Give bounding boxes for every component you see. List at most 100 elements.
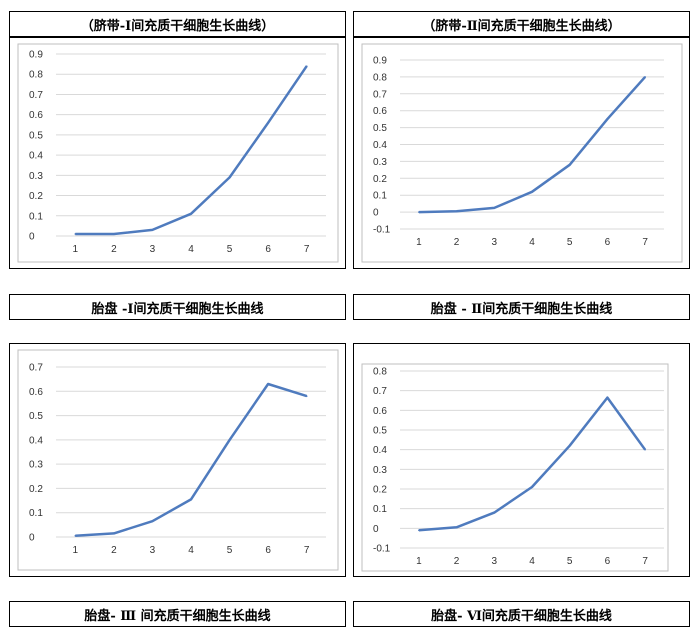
y-tick-label: 0.7 — [373, 386, 387, 397]
chart-placenta-3-plot: 0 0.1 0.2 0.3 0.4 0.5 0.6 0.7 1 2 3 4 5 6 7 — [17, 349, 339, 571]
y-tick-label: 0.4 — [29, 435, 43, 446]
data-point — [305, 65, 308, 67]
data-point — [493, 207, 496, 209]
x-tick-label: 3 — [150, 244, 156, 255]
data-point — [228, 439, 231, 441]
y-tick-label: 0.6 — [29, 110, 43, 121]
y-tick-label: 0 — [29, 232, 35, 243]
x-tick-label: 4 — [529, 556, 535, 567]
x-tick-label: 5 — [227, 545, 233, 556]
y-tick-label: 0.9 — [29, 50, 43, 61]
y-tick-label: 0.7 — [29, 90, 43, 101]
x-tick-label: 1 — [73, 244, 79, 255]
data-point — [568, 444, 571, 447]
data-point — [606, 396, 609, 399]
y-tick-label: 0.7 — [373, 89, 387, 100]
x-tick-label: 1 — [416, 237, 422, 248]
data-point — [151, 229, 154, 231]
y-tick-label: 0.3 — [373, 157, 387, 168]
x-tick-label: 3 — [492, 556, 498, 567]
y-tick-label: 0.3 — [373, 465, 387, 476]
chart-placenta-6: -0.1 0 0.1 0.2 0.3 0.4 0.5 0.6 0.7 0.8 1 2 3 4 5 6 7 — [353, 343, 690, 577]
y-tick-label: 0.5 — [373, 123, 387, 134]
x-tick-label: 7 — [642, 237, 648, 248]
y-tick-label: 0.5 — [373, 426, 387, 437]
x-tick-label: 3 — [150, 545, 156, 556]
data-point — [418, 211, 420, 213]
y-tick-label: 0.1 — [373, 504, 387, 515]
data-point — [151, 520, 154, 523]
x-tick-label: 2 — [111, 545, 117, 556]
chart-title-umbilical-1: （脐带-Ⅰ间充质干细胞生长曲线） — [9, 11, 346, 37]
y-tick-label: 0 — [29, 533, 35, 544]
x-tick-label: 6 — [265, 244, 271, 255]
data-point — [644, 76, 646, 78]
x-tick-label: 1 — [73, 545, 79, 556]
data-point — [228, 176, 231, 179]
x-tick-label: 3 — [492, 237, 498, 248]
y-tick-label: 0.4 — [373, 445, 387, 456]
y-tick-label: 0.4 — [29, 151, 43, 162]
data-point — [113, 532, 115, 535]
y-tick-label: 0.5 — [29, 130, 43, 141]
y-tick-label: 0.8 — [29, 70, 43, 81]
x-tick-label: 2 — [111, 244, 117, 255]
y-tick-label: 0.2 — [29, 484, 43, 495]
y-tick-label: 0.6 — [373, 106, 387, 117]
data-point — [606, 118, 609, 120]
data-point — [74, 534, 77, 537]
data-point — [531, 191, 533, 193]
chart-title-placenta-3: 胎盘- Ⅲ 间充质干细胞生长曲线 — [9, 601, 346, 627]
data-point — [568, 163, 571, 166]
x-tick-label: 5 — [227, 244, 233, 255]
y-tick-label: 0.4 — [373, 140, 387, 151]
y-tick-label: -0.1 — [373, 544, 391, 555]
y-tick-label: 0.2 — [29, 191, 43, 202]
chart-umbilical-1-plot: 0 0.1 0.2 0.3 0.4 0.5 0.6 0.7 0.8 0.9 1 2 3 4 5 6 7 — [17, 43, 339, 263]
data-point — [74, 233, 77, 235]
x-tick-label: 5 — [567, 556, 573, 567]
data-point — [418, 529, 420, 532]
chart-umbilical-2-plot: -0.1 0 0.1 0.2 0.3 0.4 0.5 0.6 0.7 0.8 0.9 1 2 3 4 5 6 7 — [361, 43, 683, 263]
plot-frame — [17, 43, 339, 263]
data-point — [190, 498, 192, 501]
x-tick-label: 6 — [605, 237, 611, 248]
x-tick-label: 4 — [188, 545, 194, 556]
y-tick-label: 0.7 — [29, 363, 43, 374]
data-point — [531, 486, 533, 488]
data-point — [493, 511, 496, 514]
chart-placenta-3: 0 0.1 0.2 0.3 0.4 0.5 0.6 0.7 1 2 3 4 5 6 7 — [9, 343, 346, 577]
y-tick-label: -0.1 — [373, 225, 391, 236]
y-tick-label: 0.1 — [29, 508, 43, 519]
data-point — [455, 210, 458, 213]
y-tick-label: 0.8 — [373, 72, 387, 83]
y-tick-label: 0.6 — [29, 387, 43, 398]
y-tick-label: 0.3 — [29, 171, 43, 182]
y-tick-label: 0.2 — [373, 174, 387, 185]
x-tick-label: 6 — [605, 556, 611, 567]
chart-title-umbilical-2: （脐带-Ⅱ间充质干细胞生长曲线） — [353, 11, 690, 37]
x-tick-label: 7 — [304, 545, 310, 556]
x-tick-label: 4 — [529, 237, 535, 248]
data-point — [267, 121, 269, 124]
chart-title-placenta-1: 胎盘 -Ⅰ间充质干细胞生长曲线 — [9, 294, 346, 320]
y-tick-label: 0.3 — [29, 460, 43, 471]
y-tick-label: 0.1 — [373, 191, 387, 202]
x-tick-label: 1 — [416, 556, 422, 567]
data-point — [644, 448, 646, 451]
y-tick-label: 0.1 — [29, 211, 43, 222]
data-point — [267, 383, 269, 385]
chart-placenta-6-plot: -0.1 0 0.1 0.2 0.3 0.4 0.5 0.6 0.7 0.8 1 2 3 4 5 6 7 — [361, 363, 669, 572]
plot-frame — [361, 363, 669, 572]
x-tick-label: 4 — [188, 244, 194, 255]
x-tick-label: 2 — [454, 556, 460, 567]
plot-frame — [361, 43, 683, 263]
x-tick-label: 7 — [304, 244, 310, 255]
y-tick-label: 0 — [373, 208, 379, 219]
data-point — [455, 526, 458, 529]
data-point — [190, 212, 192, 215]
y-tick-label: 0.8 — [373, 367, 387, 378]
data-point — [305, 395, 308, 397]
y-tick-label: 0.9 — [373, 56, 387, 67]
y-tick-label: 0.5 — [29, 411, 43, 422]
